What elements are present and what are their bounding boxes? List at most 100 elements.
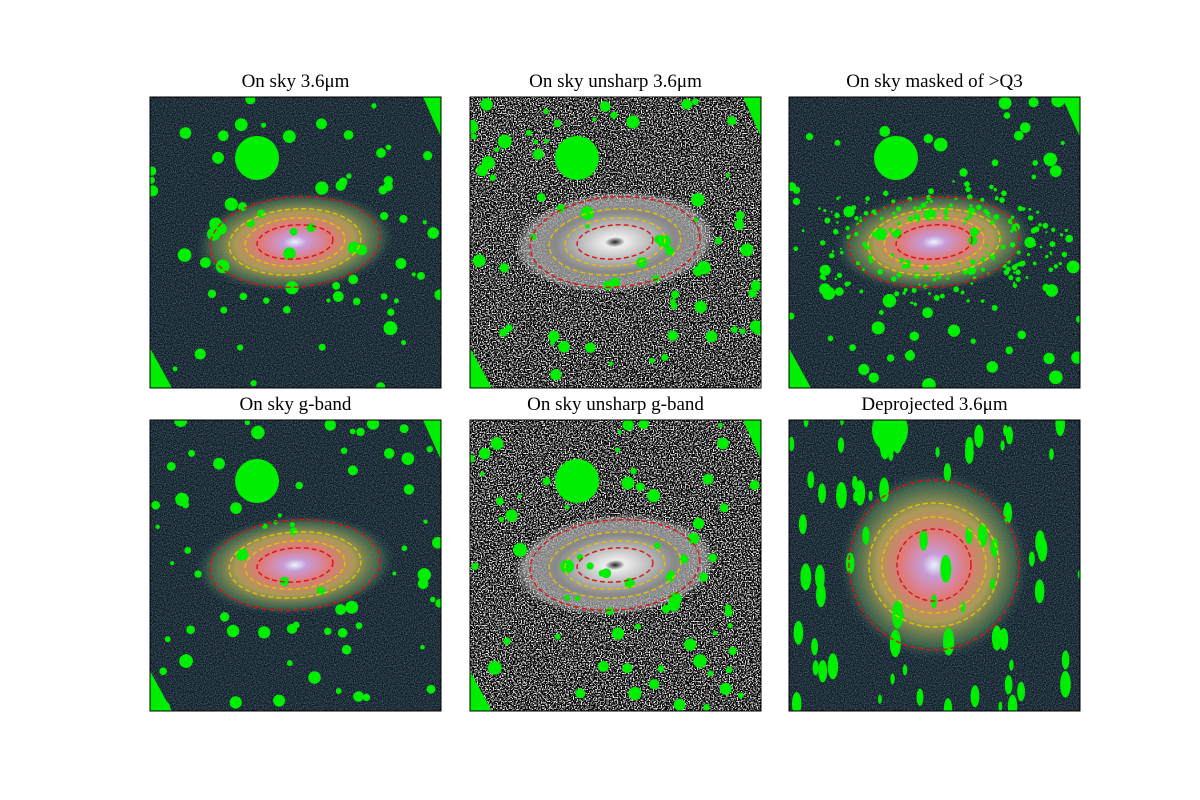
mask-blob — [638, 420, 649, 430]
mask-blob — [403, 484, 415, 495]
mask-blob — [411, 272, 416, 277]
mask-blob — [865, 201, 868, 204]
mask-blob — [818, 483, 827, 504]
mask-blob — [315, 181, 329, 195]
mask-blob — [1038, 223, 1042, 227]
mask-blob — [383, 448, 395, 459]
mask-corner — [470, 348, 492, 388]
mask-blob — [399, 214, 408, 224]
mask-blob — [890, 673, 895, 685]
mask-blob — [213, 457, 225, 470]
mask-blob — [974, 424, 984, 448]
mask-blob — [1049, 165, 1062, 178]
mask-blob — [543, 108, 549, 115]
panel-title: On sky masked of >Q3 — [846, 71, 1022, 92]
mask-blob — [1003, 502, 1013, 524]
mask-blob — [917, 206, 922, 211]
mask-blob — [235, 548, 249, 561]
aperture-ellipse — [244, 540, 346, 590]
mask-blob — [952, 180, 955, 183]
mask-blob — [803, 420, 809, 428]
mask-blob — [505, 324, 513, 332]
galaxy — [515, 191, 715, 293]
mask-blob — [868, 490, 873, 501]
mask-corner — [1062, 97, 1080, 137]
mask-blob — [1058, 261, 1062, 266]
mask-blob — [1005, 426, 1014, 445]
mask-blob — [340, 447, 348, 455]
mask-blob — [894, 291, 900, 297]
mask-blob — [553, 119, 562, 128]
aperture-ellipse — [867, 208, 1001, 276]
mask-blob — [395, 258, 407, 269]
mask-blob — [1049, 251, 1052, 254]
mask-blob — [793, 246, 799, 252]
aperture-ellipse — [244, 217, 346, 267]
mask-blob — [725, 666, 733, 674]
mask-blob — [332, 291, 344, 302]
mask-blob — [909, 331, 920, 341]
mask-blob — [859, 289, 864, 294]
mask-blob — [255, 164, 264, 173]
mask-blob — [852, 475, 858, 490]
panel-frame — [149, 419, 442, 712]
mask-blob — [935, 271, 940, 276]
mask-blob — [692, 517, 705, 530]
mask-blob — [517, 494, 522, 499]
mask-blob — [1051, 227, 1056, 232]
galaxy — [515, 514, 715, 616]
mask-blob — [737, 692, 744, 699]
mask-blob — [920, 202, 927, 209]
mask-blob — [946, 277, 950, 281]
mask-blob — [983, 208, 989, 214]
mask-blob — [338, 177, 348, 187]
mask-blob — [151, 500, 161, 510]
mask-blob — [827, 335, 834, 342]
galaxy — [834, 191, 1034, 293]
mask-blob — [903, 288, 908, 292]
mask-blob — [499, 263, 509, 273]
mask-blob — [1025, 275, 1029, 279]
mask-blob — [289, 522, 295, 528]
mask-blob — [426, 445, 434, 453]
mask-blob — [295, 481, 303, 490]
mask-blob — [871, 321, 885, 335]
mask-blob — [932, 277, 937, 282]
mask-blob — [748, 288, 758, 298]
mask-blob — [882, 190, 889, 197]
aperture-ellipse — [848, 479, 1020, 651]
mask-blob — [969, 227, 979, 237]
mask-blob — [371, 103, 377, 109]
mask-blob — [1027, 215, 1034, 221]
mask-blob — [933, 294, 940, 301]
mask-blob — [998, 244, 1001, 247]
mask-blob — [1028, 551, 1035, 567]
mask-blob — [749, 480, 760, 491]
mask-blob — [558, 340, 570, 353]
mask-blob — [953, 286, 960, 293]
mask-blob — [434, 289, 441, 301]
mask-blob — [859, 216, 862, 219]
mask-blob — [1051, 97, 1065, 108]
mask-blob — [687, 532, 700, 545]
mask-blob — [681, 99, 693, 110]
mask-blob — [922, 307, 933, 319]
mask-blob — [913, 206, 918, 211]
mask-blob — [376, 382, 386, 388]
mask-blob — [867, 255, 873, 260]
mask-blob — [194, 348, 206, 360]
mask-blob — [845, 225, 850, 231]
mask-blob — [927, 292, 932, 296]
mask-blob — [789, 182, 797, 192]
mask-blob — [993, 187, 997, 192]
mask-blob — [895, 157, 904, 166]
mask-blob — [470, 119, 479, 134]
mask-blob — [1011, 264, 1018, 271]
mask-blob — [986, 361, 999, 373]
mask-blob — [1075, 315, 1080, 323]
mask-blob — [622, 663, 633, 674]
mask-blob — [792, 197, 801, 206]
aperture-ellipse — [209, 519, 381, 611]
mask-blob — [896, 206, 902, 212]
